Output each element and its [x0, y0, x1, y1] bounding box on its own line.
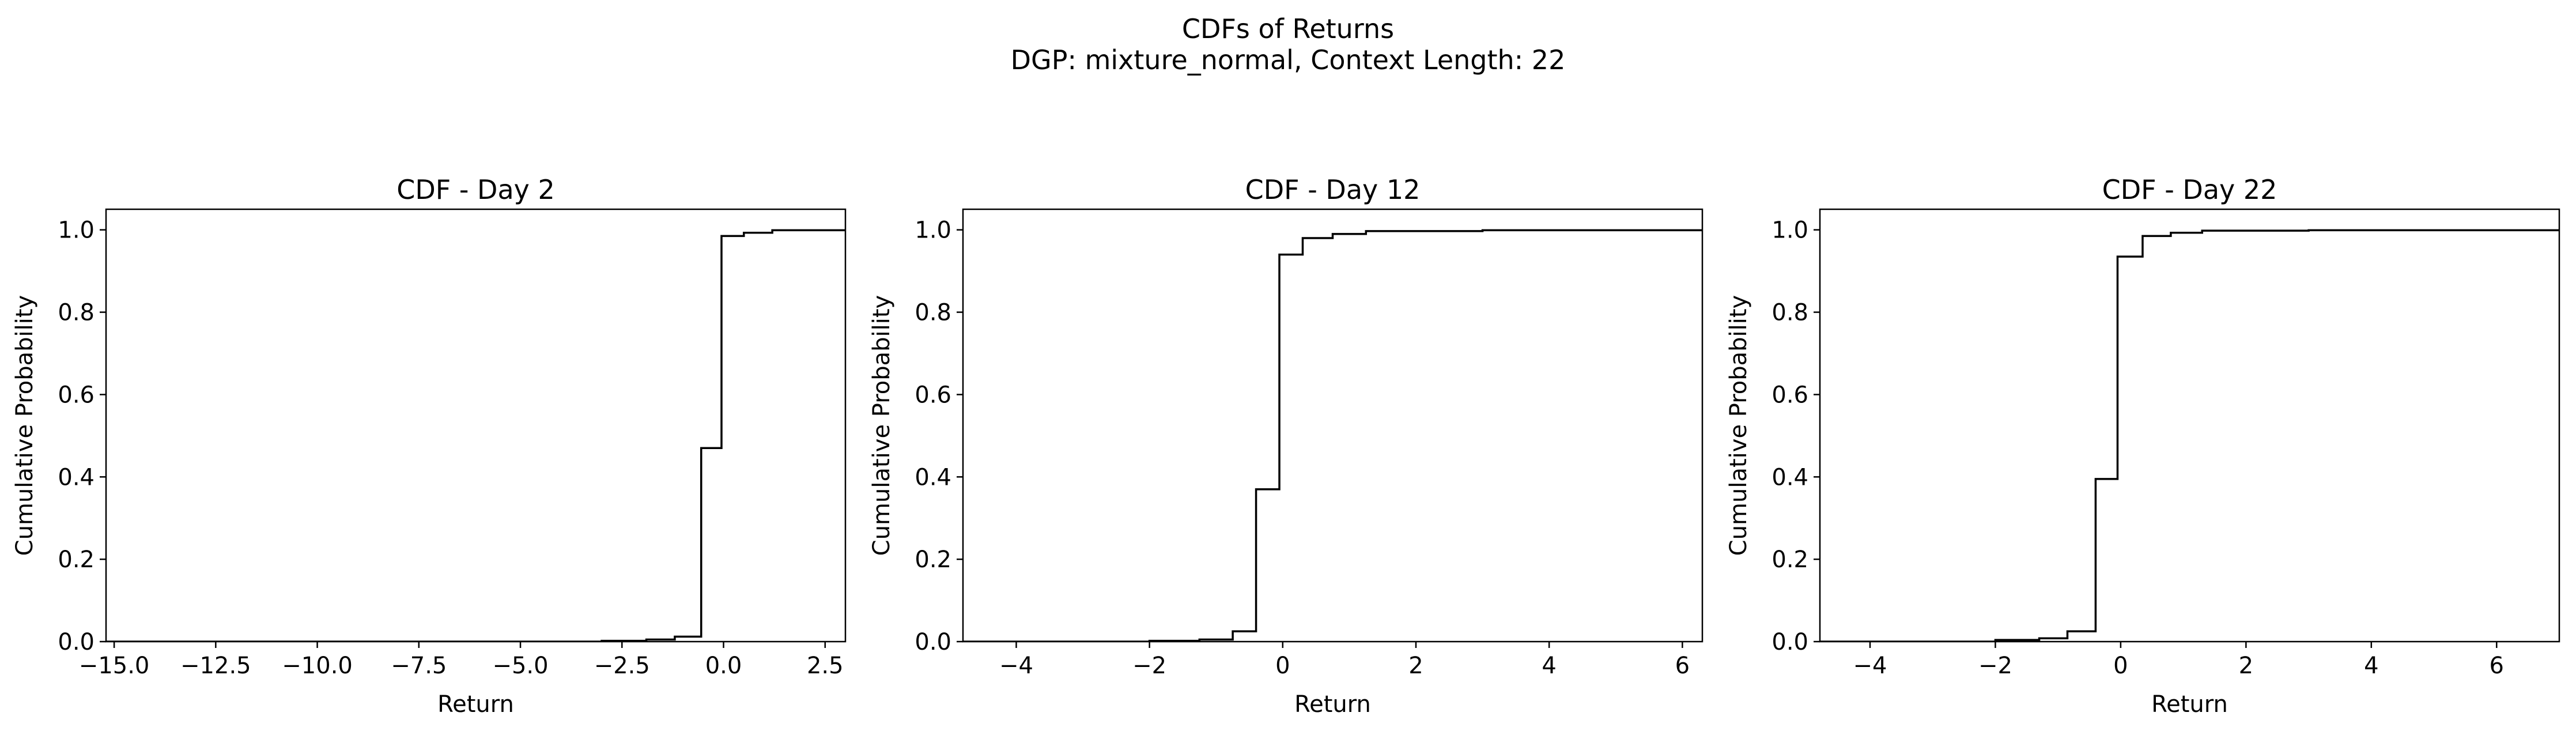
x-axis-label: Return — [2151, 691, 2228, 718]
y-tick-label: 0.2 — [915, 546, 951, 573]
y-tick-label: 1.0 — [915, 217, 951, 244]
y-tick-label: 0.0 — [915, 629, 951, 655]
x-tick-label: 2 — [1408, 653, 1423, 679]
x-tick-label: −2 — [1978, 653, 2012, 679]
y-tick-label: 0.6 — [1772, 382, 1808, 408]
subplot-1: CDF - Day 2 Return Cumulative Probability −… — [12, 174, 847, 718]
y-tick-label: 0.6 — [58, 382, 95, 408]
figure-title: CDFs of Returns — [1181, 13, 1395, 44]
x-axis-label: Return — [437, 691, 514, 718]
subplot-title: CDF - Day 22 — [2102, 174, 2277, 205]
cdf-step-line — [106, 229, 845, 642]
subplot-2: CDF - Day 12 Return Cumulative Probability… — [868, 174, 1704, 718]
x-tick-label: −2 — [1132, 653, 1166, 679]
y-axis-label: Cumulative Probability — [868, 295, 895, 556]
y-tick-label: 0.8 — [58, 300, 95, 326]
x-tick-label: −7.5 — [391, 653, 447, 679]
axes-frame — [105, 208, 847, 643]
x-tick-label: −12.5 — [180, 653, 251, 679]
axes-frame — [962, 208, 1704, 643]
x-tick-label: 0.0 — [705, 653, 742, 679]
y-tick-label: 0.2 — [58, 546, 95, 573]
subplot-3: CDF - Day 22 Return Cumulative Probability… — [1725, 174, 2560, 718]
axes-frame — [1819, 208, 2560, 643]
x-tick-label: −15.0 — [79, 653, 150, 679]
y-tick-label: 0.2 — [1772, 546, 1808, 573]
y-tick-label: 1.0 — [58, 217, 95, 244]
x-tick-label: 4 — [2364, 653, 2378, 679]
y-tick-label: 0.4 — [915, 464, 951, 491]
y-tick-label: 0.6 — [915, 382, 951, 408]
x-tick-label: −10.0 — [282, 653, 353, 679]
x-tick-label: 2 — [2239, 653, 2253, 679]
x-tick-label: 0 — [2113, 653, 2128, 679]
y-tick-label: 0.0 — [58, 629, 95, 655]
y-tick-label: 0.8 — [915, 300, 951, 326]
x-tick-label: 6 — [1675, 653, 1690, 679]
x-tick-label: 4 — [1542, 653, 1556, 679]
subplot-title: CDF - Day 12 — [1245, 174, 1421, 205]
x-tick-label: −4 — [999, 653, 1033, 679]
y-tick-label: 0.0 — [1772, 629, 1808, 655]
cdf-step-line — [1820, 229, 2559, 642]
x-axis-label: Return — [1294, 691, 1371, 718]
y-axis-label: Cumulative Probability — [12, 295, 38, 556]
cdf-step-line — [963, 229, 1702, 642]
y-axis-label: Cumulative Probability — [1725, 295, 1752, 556]
x-tick-label: 6 — [2490, 653, 2504, 679]
y-tick-label: 1.0 — [1772, 217, 1808, 244]
x-tick-label: 0 — [1275, 653, 1290, 679]
x-tick-label: −5.0 — [492, 653, 548, 679]
y-tick-label: 0.4 — [1772, 464, 1808, 491]
subplot-title: CDF - Day 2 — [396, 174, 555, 205]
figure-subtitle: DGP: mixture_normal, Context Length: 22 — [1010, 44, 1566, 76]
x-tick-label: −2.5 — [594, 653, 650, 679]
y-tick-label: 0.8 — [1772, 300, 1808, 326]
x-tick-label: 2.5 — [807, 653, 844, 679]
y-tick-label: 0.4 — [58, 464, 95, 491]
x-tick-label: −4 — [1853, 653, 1887, 679]
